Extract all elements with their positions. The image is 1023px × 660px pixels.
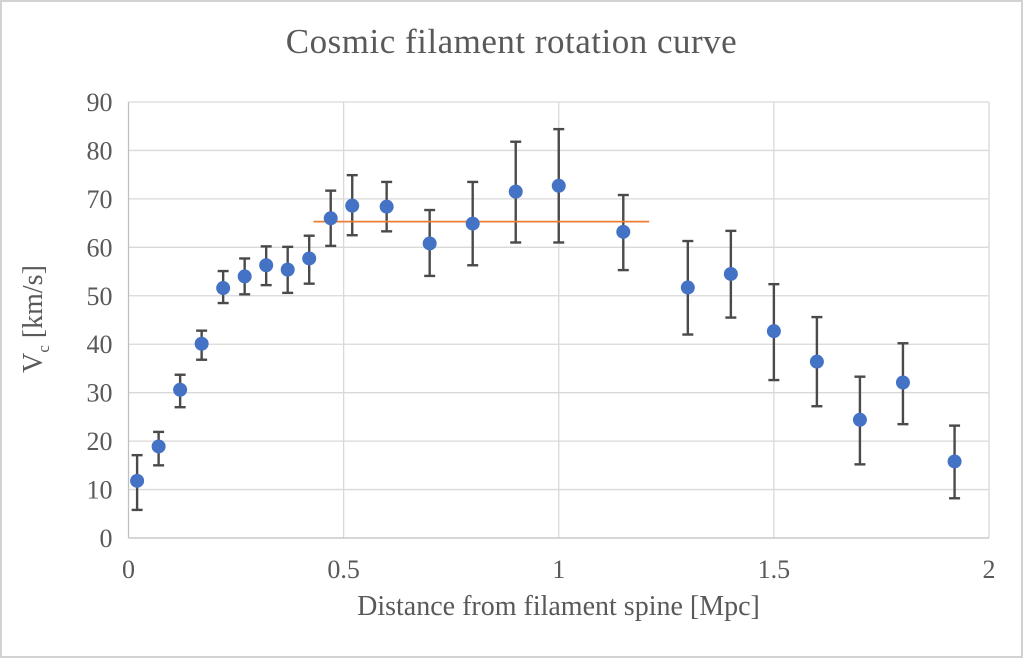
x-tick-label: 1.5: [758, 555, 791, 584]
x-tick-label: 1: [552, 555, 565, 584]
data-point: [766, 324, 781, 339]
data-point: [280, 262, 295, 277]
data-point: [216, 281, 231, 296]
data-point: [323, 211, 338, 226]
data-point: [809, 354, 824, 369]
data-point: [947, 454, 962, 469]
y-tick-label: 50: [87, 282, 113, 311]
y-tick-label: 10: [87, 476, 113, 505]
data-point: [465, 216, 480, 231]
data-point: [173, 382, 188, 397]
data-point: [422, 236, 437, 251]
data-point: [680, 280, 695, 295]
y-tick-label: 30: [87, 379, 113, 408]
y-tick-label: 40: [87, 330, 113, 359]
y-tick-label: 0: [100, 524, 113, 553]
data-point: [259, 258, 274, 273]
data-point: [237, 269, 252, 284]
y-axis-title-subscript: c: [33, 345, 53, 353]
y-tick-label: 60: [87, 233, 113, 262]
y-axis-title: Vc [km/s]: [18, 265, 54, 373]
data-point: [551, 178, 566, 193]
x-axis-title: Distance from filament spine [Mpc]: [357, 591, 760, 622]
data-point: [194, 336, 209, 351]
y-tick-label: 80: [87, 136, 113, 165]
chart-title: Cosmic filament rotation curve: [285, 22, 738, 61]
data-point: [852, 412, 867, 427]
y-tick-label: 70: [87, 185, 113, 214]
y-axis-title-symbol: V: [18, 352, 50, 373]
y-tick-label: 20: [87, 427, 113, 456]
x-tick-label: 2: [983, 555, 996, 584]
data-point: [616, 224, 631, 239]
y-axis-title-unit: [km/s]: [18, 265, 50, 346]
data-point: [723, 266, 738, 281]
data-point: [508, 184, 523, 199]
data-point: [130, 473, 145, 488]
data-point: [379, 199, 394, 214]
data-point: [302, 251, 317, 266]
y-tick-label: 90: [87, 88, 113, 117]
data-point: [151, 439, 166, 454]
x-tick-label: 0.5: [327, 555, 360, 584]
x-tick-label: 0: [122, 555, 135, 584]
data-point: [895, 375, 910, 390]
data-point: [345, 198, 360, 213]
